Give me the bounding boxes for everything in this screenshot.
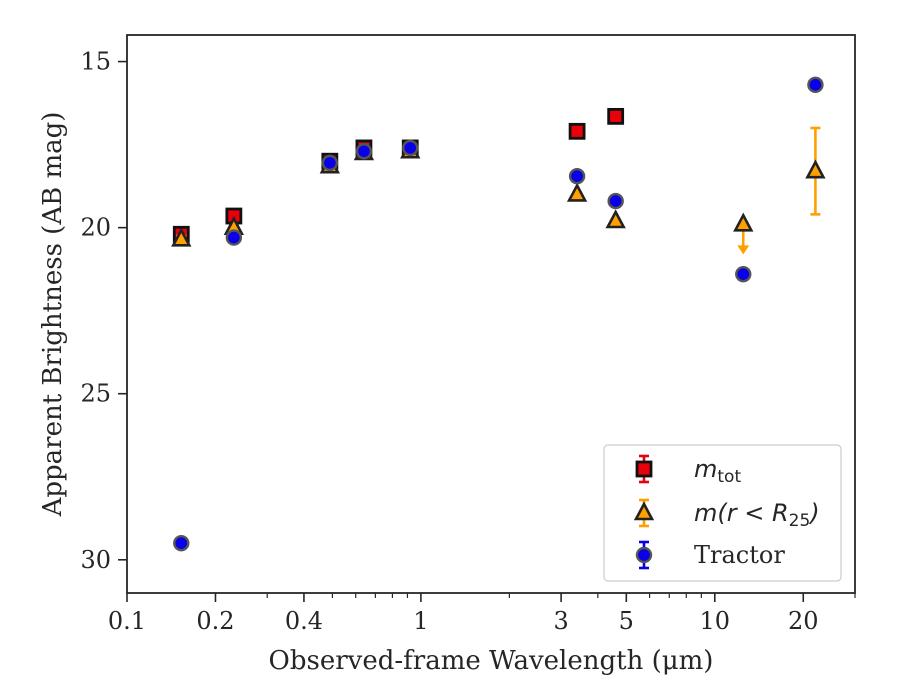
y-tick-label: 30 — [80, 546, 111, 574]
series-tractor — [173, 76, 824, 552]
data-point — [321, 154, 339, 172]
x-tick-label: 5 — [619, 607, 634, 635]
data-point — [171, 227, 192, 247]
x-tick-label: 0.1 — [108, 607, 146, 635]
data-point — [568, 122, 586, 140]
data-point — [805, 159, 826, 179]
legend-label-m-tot-main: m — [694, 455, 717, 483]
y-tick-label: 20 — [80, 214, 111, 242]
x-tick-label: 1 — [413, 607, 428, 635]
legend-marker-tractor — [635, 540, 653, 570]
data-point — [735, 265, 752, 283]
upper-limit-arrow-head — [737, 245, 750, 255]
legend-label-tractor: Tractor — [694, 541, 785, 569]
data-point — [607, 107, 625, 125]
legend-label-m-tot-sub: tot — [717, 467, 741, 487]
legend-marker-m-tot — [635, 454, 653, 484]
data-series — [171, 76, 826, 552]
legend-label-m-r25-tail: ) — [808, 499, 819, 527]
data-point — [225, 229, 243, 246]
x-tick-label: 10 — [700, 607, 731, 635]
x-tick-label: 20 — [788, 607, 819, 635]
x-tick-label: 0.4 — [285, 607, 323, 635]
legend-marker-symbol — [633, 501, 655, 521]
data-point — [607, 192, 624, 210]
axis-ticks: 0.1 0.2 0.4 1 3 5 10 20 15 20 25 30 — [80, 48, 856, 635]
y-axis-label: Apparent Brightness (AB mag) — [38, 112, 68, 518]
y-tick-label: 25 — [80, 380, 111, 408]
legend-marker-m-r25 — [633, 498, 655, 528]
plot-frame — [126, 34, 856, 594]
data-point — [733, 212, 754, 232]
legend-label-m-r25-sub: 25 — [789, 511, 811, 531]
y-tick-label: 15 — [80, 48, 111, 76]
legend-label-m-r25-main: m(r < R — [694, 499, 789, 527]
data-point — [402, 139, 419, 157]
data-point — [568, 167, 586, 185]
legend: mtot m(r < R25) Tractor — [603, 444, 842, 582]
x-tick-label: 3 — [553, 607, 568, 635]
data-point — [807, 76, 824, 94]
legend-label-m-tot: mtot — [694, 455, 741, 487]
x-tick-label: 0.2 — [196, 607, 234, 635]
data-point — [355, 143, 373, 160]
legend-marker-symbol — [635, 546, 653, 564]
legend-frame — [603, 444, 842, 582]
data-point — [605, 209, 626, 229]
legend-label-m-r25: m(r < R25) — [694, 499, 820, 531]
data-point — [173, 534, 190, 552]
legend-marker-symbol — [635, 460, 653, 478]
x-axis-label: Observed-frame Wavelength (μm) — [269, 646, 714, 676]
data-point — [566, 182, 588, 202]
